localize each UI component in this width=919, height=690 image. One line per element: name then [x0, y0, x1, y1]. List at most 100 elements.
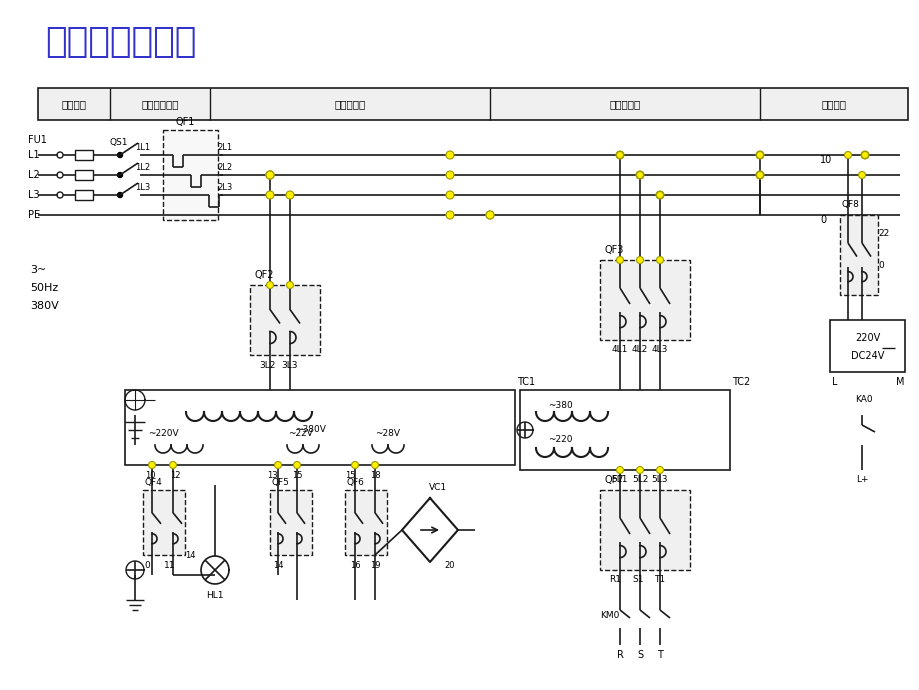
Circle shape [169, 462, 176, 469]
Circle shape [857, 172, 865, 179]
Text: 3L2: 3L2 [258, 360, 275, 370]
Text: 4L3: 4L3 [651, 346, 667, 355]
Text: L: L [832, 377, 837, 387]
Text: 电源配置原理图: 电源配置原理图 [45, 25, 196, 59]
Circle shape [266, 191, 274, 199]
Bar [345, 490, 387, 555]
Text: QF4: QF4 [145, 477, 163, 486]
Text: 2L3: 2L3 [217, 182, 233, 192]
Circle shape [351, 462, 358, 469]
Text: 14: 14 [185, 551, 195, 560]
Text: 13: 13 [267, 471, 277, 480]
Circle shape [485, 211, 494, 219]
Circle shape [755, 152, 763, 159]
Text: 3~: 3~ [30, 265, 46, 275]
Circle shape [616, 257, 623, 264]
Text: 19: 19 [369, 560, 380, 569]
Circle shape [755, 151, 763, 159]
Text: L1: L1 [28, 150, 40, 160]
Text: 15: 15 [345, 471, 355, 480]
Text: QF7: QF7 [605, 475, 624, 485]
Text: 18: 18 [369, 471, 380, 480]
Text: 14: 14 [272, 560, 283, 569]
Text: 380V: 380V [30, 301, 59, 311]
Text: QF3: QF3 [605, 245, 624, 255]
Text: QF8: QF8 [841, 201, 859, 210]
Circle shape [636, 466, 642, 473]
Text: ~28V: ~28V [375, 428, 400, 437]
Bar [38, 88, 907, 120]
Text: 10: 10 [144, 471, 155, 480]
Circle shape [118, 172, 122, 177]
Circle shape [616, 152, 623, 159]
Text: 15: 15 [291, 471, 302, 480]
Text: L3: L3 [28, 190, 40, 200]
Bar [75, 150, 93, 160]
Circle shape [293, 462, 301, 469]
Text: ~220V: ~220V [148, 428, 178, 437]
Circle shape [446, 171, 453, 179]
Circle shape [266, 171, 274, 179]
Text: 1L2: 1L2 [135, 163, 151, 172]
Text: 5L1: 5L1 [611, 475, 628, 484]
Circle shape [286, 191, 294, 199]
Circle shape [446, 191, 453, 199]
Bar [829, 320, 904, 372]
Circle shape [860, 151, 868, 159]
Text: 22: 22 [877, 228, 889, 237]
Text: R1: R1 [608, 575, 620, 584]
Text: 12: 12 [170, 471, 180, 480]
Circle shape [844, 152, 851, 159]
Text: 0: 0 [877, 261, 883, 270]
Text: FU1: FU1 [28, 135, 47, 145]
Text: QF2: QF2 [255, 270, 274, 280]
Text: TC1: TC1 [516, 377, 535, 387]
Text: HL1: HL1 [206, 591, 223, 600]
Circle shape [267, 282, 273, 288]
Bar [269, 490, 312, 555]
Circle shape [616, 151, 623, 159]
Text: T1: T1 [653, 575, 664, 584]
Text: DC24V: DC24V [850, 351, 883, 361]
Text: PE: PE [28, 210, 40, 220]
Text: 20: 20 [444, 560, 455, 569]
Circle shape [655, 191, 664, 199]
Text: ~380: ~380 [548, 400, 573, 409]
Circle shape [266, 171, 274, 179]
Text: ~220: ~220 [548, 435, 572, 444]
Circle shape [266, 171, 274, 179]
Circle shape [636, 257, 642, 264]
Text: 50Hz: 50Hz [30, 283, 58, 293]
Text: KM0: KM0 [599, 611, 618, 620]
Bar [599, 260, 689, 340]
Circle shape [57, 152, 62, 158]
Text: QS1: QS1 [110, 139, 129, 148]
Text: R: R [616, 650, 623, 660]
Circle shape [446, 151, 453, 159]
Circle shape [274, 462, 281, 469]
Text: 驱动变压器: 驱动变压器 [608, 99, 640, 109]
Circle shape [635, 171, 643, 179]
Circle shape [860, 152, 868, 159]
Text: S: S [636, 650, 642, 660]
Text: 0: 0 [819, 215, 825, 225]
Text: 2L1: 2L1 [217, 143, 233, 152]
Circle shape [57, 172, 62, 178]
Text: 2L2: 2L2 [217, 163, 233, 172]
Text: 3L3: 3L3 [281, 360, 298, 370]
Text: 11: 11 [165, 560, 176, 569]
Bar [519, 390, 729, 470]
Bar [250, 285, 320, 355]
Bar [75, 190, 93, 200]
Circle shape [118, 193, 122, 197]
Text: 16: 16 [349, 560, 360, 569]
Bar [599, 490, 689, 570]
Text: 隔离开关: 隔离开关 [62, 99, 86, 109]
Text: L2: L2 [28, 170, 40, 180]
Circle shape [755, 172, 763, 179]
Bar [839, 215, 877, 295]
Circle shape [485, 211, 494, 219]
Text: 4L2: 4L2 [631, 346, 647, 355]
Text: ~380V: ~380V [294, 426, 325, 435]
Circle shape [656, 192, 663, 199]
